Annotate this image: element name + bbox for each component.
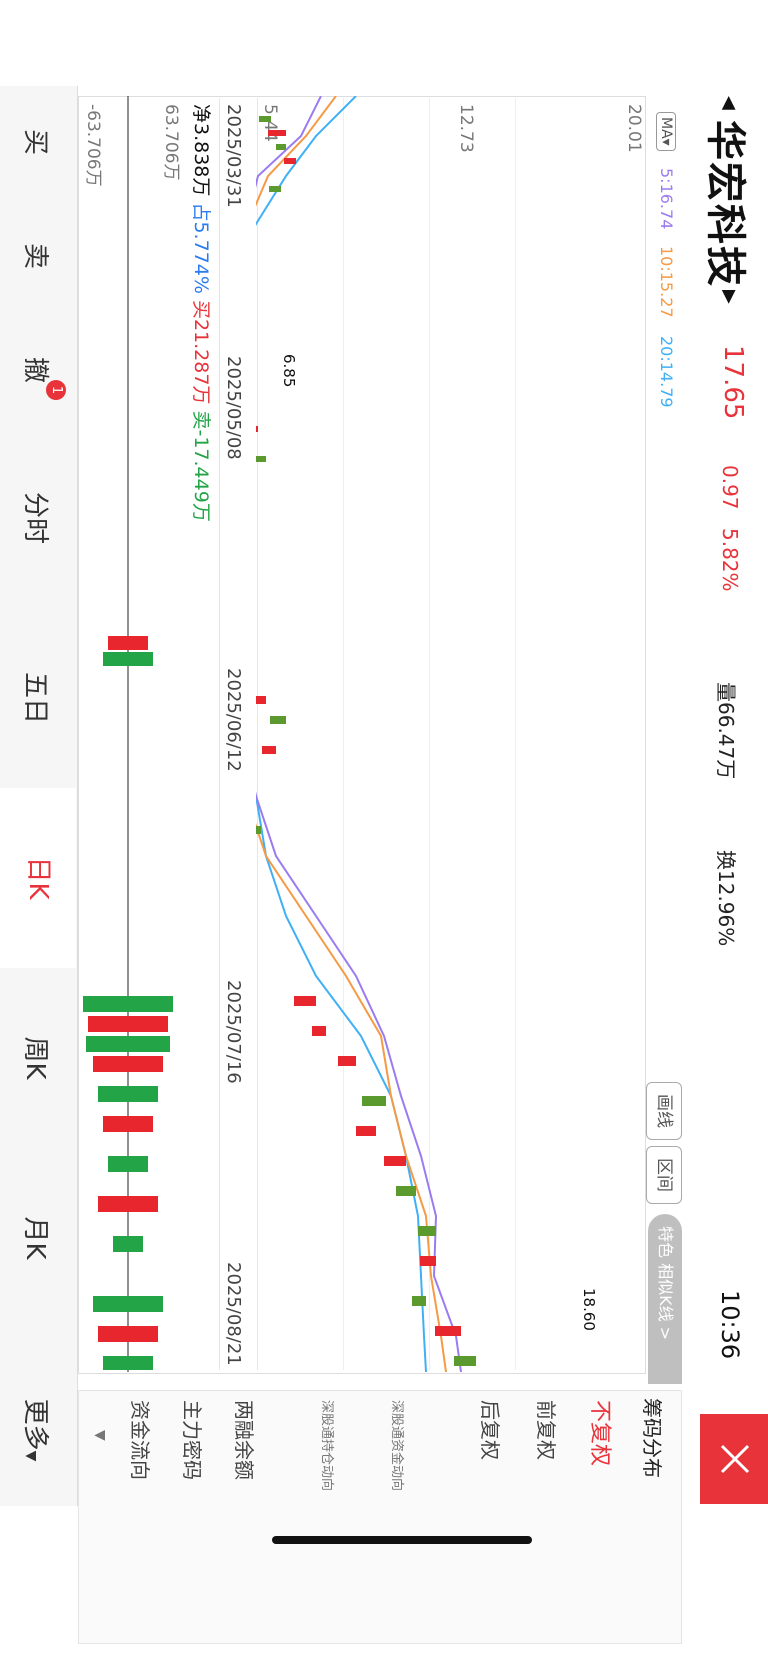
price-change: 0.97 [718, 465, 742, 510]
stock-name: 华宏科技 [702, 120, 748, 288]
chevron-down-icon: ▼ [23, 1450, 39, 1462]
date-label: 2025/06/12 [223, 668, 244, 772]
ma5-value: 5:16.74 [657, 168, 676, 230]
date-label: 2025/07/16 [223, 980, 244, 1084]
chip-distribution-button[interactable]: 筹码分布 [640, 1398, 664, 1478]
chevron-down-icon: ▾ [658, 138, 674, 146]
draw-line-button[interactable]: 画线 [646, 1082, 682, 1140]
home-indicator [272, 1536, 532, 1544]
flow-ratio: 占5.774% [190, 202, 212, 294]
current-price: 17.65 [718, 345, 748, 420]
backward-adjust-option[interactable]: 后复权 [478, 1400, 502, 1460]
fund-flow-option[interactable]: 资金流向 [128, 1400, 152, 1480]
tab-more[interactable]: 更多▼ [19, 1360, 56, 1500]
candles [256, 116, 476, 1366]
no-adjust-option[interactable]: 不复权 [587, 1400, 612, 1467]
flow-bars [83, 636, 173, 1370]
clock-time: 10:36 [716, 1290, 744, 1360]
tab-monthly-k[interactable]: 月K [20, 1216, 50, 1260]
next-stock-icon[interactable]: ▶ [719, 290, 740, 304]
low-price-marker: 6.85 [280, 354, 298, 388]
ma-label: MA [658, 117, 674, 139]
tab-buy[interactable]: 买 [20, 128, 50, 155]
kline-chart[interactable] [256, 96, 646, 1372]
date-label: 2025/03/31 [223, 104, 244, 208]
tab-intraday[interactable]: 分时 [20, 491, 50, 544]
forward-adjust-option[interactable]: 前复权 [534, 1400, 558, 1460]
turnover-stat: 换12.96% [714, 850, 738, 947]
tab-five-day[interactable]: 五日 [20, 671, 50, 724]
volume-stat: 量66.47万 [714, 682, 738, 780]
tab-cancel[interactable]: 撤 [20, 356, 50, 383]
fund-flow-chart [83, 96, 173, 1372]
interval-button[interactable]: 区间 [646, 1146, 682, 1204]
date-label: 2025/08/21 [223, 1262, 244, 1366]
sell-flow: 卖-17.449万 [190, 410, 212, 522]
ma-selector[interactable]: MA▾ [656, 112, 676, 151]
close-icon [720, 1444, 750, 1474]
sz-connect-flow-option[interactable]: 深股通资金动向 [389, 1400, 404, 1492]
sz-connect-holding-option[interactable]: 深股通持仓动向 [319, 1400, 334, 1492]
price-change-pct: 5.82% [718, 528, 742, 592]
tab-daily-k[interactable]: 日K [0, 788, 76, 968]
ma20-line [256, 96, 427, 1372]
grid-line [219, 98, 220, 1370]
ma10-value: 10:15.27 [657, 246, 676, 318]
similar-kline-button[interactable]: 特色 相似K线 > [648, 1214, 682, 1384]
date-label: 2025/05/08 [223, 356, 244, 460]
high-price-marker: 18.60 [580, 1288, 598, 1331]
ma20-value: 20:14.79 [657, 336, 676, 408]
tab-sell[interactable]: 卖 [20, 242, 50, 269]
buy-flow: 买21.287万 [190, 299, 212, 405]
tab-weekly-k[interactable]: 周K [20, 1036, 50, 1080]
ma10-line [256, 96, 447, 1372]
tab-more-label: 更多 [20, 1398, 50, 1451]
net-flow: 净3.838万 [190, 104, 212, 197]
cancel-badge: 1 [46, 380, 66, 400]
prev-stock-icon[interactable]: ◀ [719, 96, 740, 110]
ma5-line [256, 96, 462, 1372]
close-button[interactable] [700, 1414, 768, 1504]
main-force-option[interactable]: 主力密码 [180, 1400, 204, 1480]
chevron-down-icon[interactable]: ▼ [92, 1430, 108, 1441]
fund-flow-summary: 净3.838万 占5.774% 买21.287万 卖-17.449万 [189, 104, 216, 522]
margin-balance-option[interactable]: 两融余额 [232, 1400, 256, 1480]
